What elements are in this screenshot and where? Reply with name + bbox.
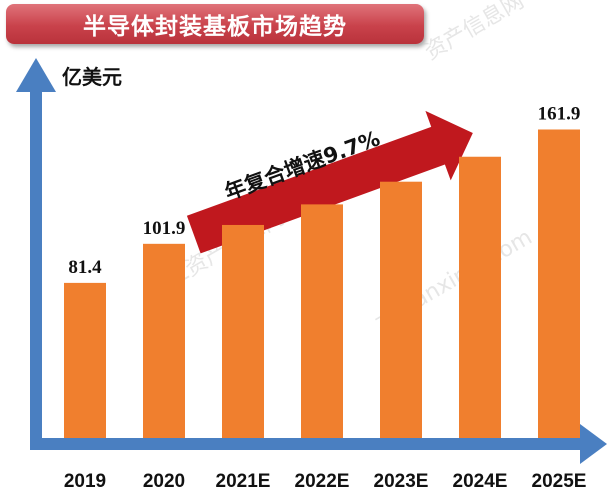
x-tick-2019: 2019 xyxy=(64,471,106,492)
x-tick-2021E: 2021E xyxy=(216,471,271,492)
chart-title: 半导体封装基板市场趋势 xyxy=(83,14,347,40)
x-tick-2024E: 2024E xyxy=(453,471,508,492)
x-tick-labels: 2019 2020 2021E 2022E 2023E 2024E 2025E xyxy=(64,471,587,492)
x-tick-2022E: 2022E xyxy=(295,471,350,492)
data-label-2025E: 161.9 xyxy=(538,103,581,124)
data-labels: 81.4 101.9 161.9 xyxy=(68,103,580,277)
x-tick-2025E: 2025E xyxy=(532,471,587,492)
x-axis xyxy=(30,424,607,464)
bar-2023E xyxy=(380,181,422,439)
bar-2020 xyxy=(143,243,185,438)
chart-title-banner: 半导体封装基板市场趋势 xyxy=(6,4,424,44)
x-tick-2020: 2020 xyxy=(143,471,185,492)
bar-2025E xyxy=(538,129,580,439)
bar-2021E xyxy=(222,224,264,438)
cagr-arrow xyxy=(186,110,473,254)
x-tick-2023E: 2023E xyxy=(374,471,429,492)
data-label-2019: 81.4 xyxy=(68,257,102,278)
svg-text:资产信息网: 资产信息网 xyxy=(421,0,529,65)
y-axis xyxy=(16,58,56,450)
y-axis-unit-label: 亿美元 xyxy=(62,65,122,89)
bar-2022E xyxy=(301,204,343,438)
data-label-2020: 101.9 xyxy=(143,218,186,239)
bar-series xyxy=(64,129,580,439)
bar-2019 xyxy=(64,282,106,438)
bar-2024E xyxy=(459,156,501,439)
